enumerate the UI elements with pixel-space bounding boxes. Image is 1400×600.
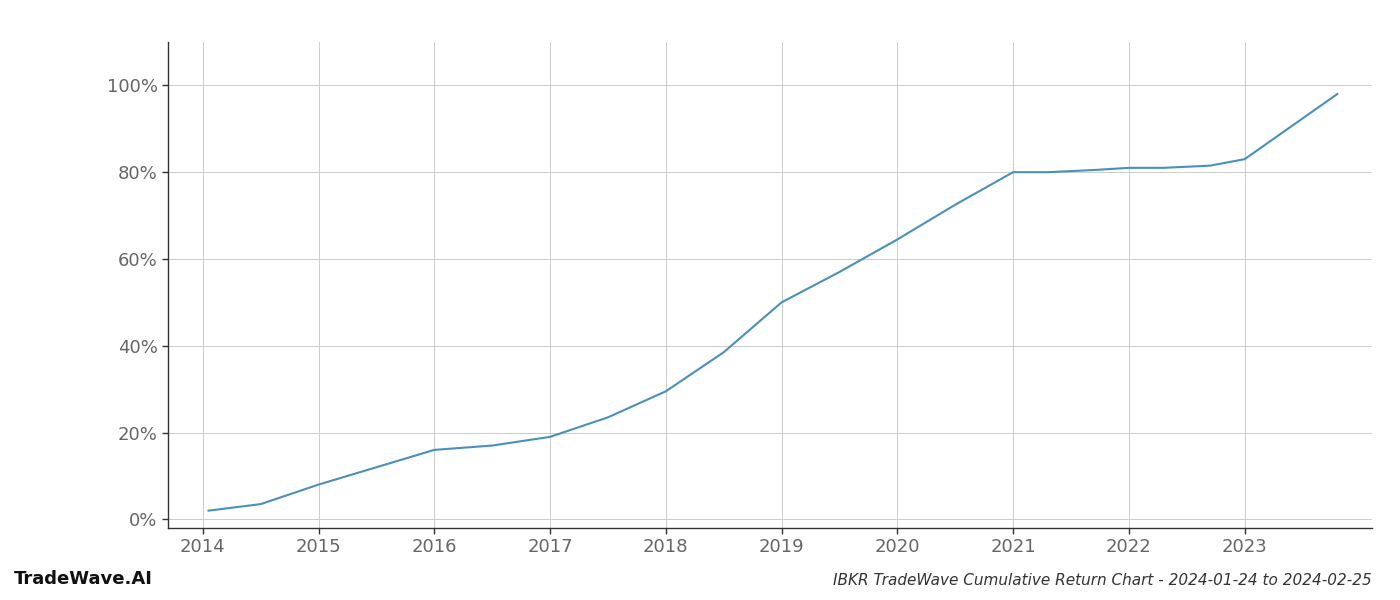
Text: IBKR TradeWave Cumulative Return Chart - 2024-01-24 to 2024-02-25: IBKR TradeWave Cumulative Return Chart -…	[833, 573, 1372, 588]
Text: TradeWave.AI: TradeWave.AI	[14, 570, 153, 588]
